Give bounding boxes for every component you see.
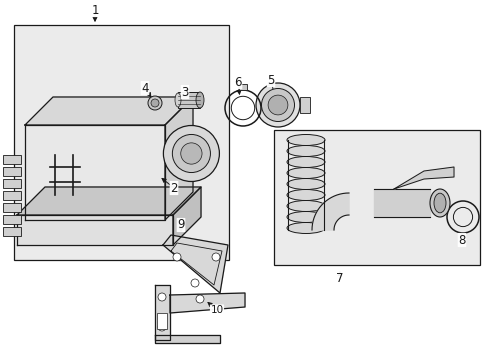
Bar bbox=[3, 227, 21, 236]
Circle shape bbox=[191, 279, 199, 287]
Text: 10: 10 bbox=[210, 305, 223, 315]
Ellipse shape bbox=[286, 201, 325, 211]
Bar bbox=[239, 84, 246, 90]
Ellipse shape bbox=[286, 157, 325, 167]
Ellipse shape bbox=[286, 211, 325, 222]
Polygon shape bbox=[17, 187, 201, 215]
Circle shape bbox=[212, 253, 220, 261]
Ellipse shape bbox=[429, 189, 449, 217]
Bar bbox=[273, 130, 479, 265]
Circle shape bbox=[173, 253, 181, 261]
Circle shape bbox=[158, 323, 165, 331]
Bar bbox=[3, 203, 21, 212]
Text: 5: 5 bbox=[267, 73, 274, 86]
Circle shape bbox=[261, 89, 294, 122]
Text: 8: 8 bbox=[457, 234, 465, 247]
Text: 6: 6 bbox=[234, 76, 241, 89]
Bar bbox=[157, 313, 167, 329]
Bar bbox=[3, 215, 21, 224]
Ellipse shape bbox=[286, 167, 325, 179]
Circle shape bbox=[181, 143, 202, 164]
Bar bbox=[178, 92, 200, 108]
Bar bbox=[14, 25, 228, 260]
Circle shape bbox=[163, 126, 219, 181]
Text: 1: 1 bbox=[91, 4, 99, 17]
Bar bbox=[3, 191, 21, 200]
Ellipse shape bbox=[433, 193, 445, 213]
Bar bbox=[3, 179, 21, 188]
Circle shape bbox=[148, 96, 162, 110]
Polygon shape bbox=[17, 215, 173, 245]
Polygon shape bbox=[311, 193, 348, 230]
Polygon shape bbox=[393, 167, 453, 189]
Text: 3: 3 bbox=[181, 85, 188, 99]
Bar bbox=[3, 167, 21, 176]
Polygon shape bbox=[155, 335, 220, 343]
Polygon shape bbox=[25, 97, 193, 125]
Text: 4: 4 bbox=[141, 81, 148, 94]
Ellipse shape bbox=[286, 135, 325, 145]
Circle shape bbox=[151, 99, 159, 107]
Circle shape bbox=[158, 293, 165, 301]
Polygon shape bbox=[170, 293, 244, 313]
Text: 2: 2 bbox=[170, 181, 177, 194]
Circle shape bbox=[256, 83, 299, 127]
Polygon shape bbox=[164, 97, 193, 220]
Ellipse shape bbox=[286, 179, 325, 189]
Bar bbox=[3, 155, 21, 164]
Circle shape bbox=[267, 95, 287, 115]
Ellipse shape bbox=[286, 222, 325, 234]
Polygon shape bbox=[373, 189, 429, 217]
Polygon shape bbox=[155, 285, 170, 340]
Polygon shape bbox=[173, 187, 201, 245]
Polygon shape bbox=[25, 125, 164, 220]
Ellipse shape bbox=[175, 93, 181, 107]
Ellipse shape bbox=[286, 145, 325, 157]
Ellipse shape bbox=[196, 92, 203, 108]
Bar bbox=[299, 97, 309, 113]
Polygon shape bbox=[163, 235, 227, 293]
Text: 7: 7 bbox=[336, 271, 343, 284]
Ellipse shape bbox=[286, 189, 325, 201]
Circle shape bbox=[172, 134, 210, 172]
Circle shape bbox=[196, 295, 203, 303]
Text: 9: 9 bbox=[177, 219, 184, 231]
